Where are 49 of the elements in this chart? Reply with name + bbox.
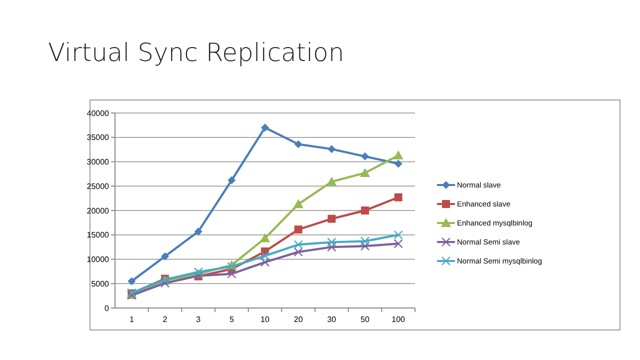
point (360, 241, 370, 251)
point (361, 206, 369, 214)
point (294, 240, 303, 250)
point (326, 176, 337, 186)
y-tick-label: 20000 (86, 206, 110, 216)
y-tick-label: 35000 (86, 133, 110, 142)
point (160, 278, 170, 288)
point (260, 251, 270, 260)
point (328, 214, 336, 223)
x-tick-label: 30 (327, 315, 337, 324)
x-tick-label: 100 (392, 315, 406, 324)
x-tick-label: 20 (294, 315, 304, 324)
point (393, 150, 404, 160)
y-tick-label: 15000 (86, 230, 110, 240)
x-tick-label: 3 (196, 315, 202, 324)
point (327, 242, 336, 252)
point (194, 227, 202, 236)
point (360, 236, 370, 246)
point (260, 233, 270, 242)
x-tick-label: 1 (129, 315, 134, 324)
point (361, 152, 369, 160)
point (294, 140, 302, 148)
point (261, 124, 269, 132)
point (294, 226, 302, 234)
point (227, 269, 236, 278)
y-tick-label: 0 (104, 304, 110, 313)
chart-title: Virtual Sync Replication (48, 38, 344, 67)
y-tick-label: 40000 (86, 108, 110, 118)
x-tick-label: 5 (229, 315, 234, 324)
point (260, 258, 270, 267)
x-tick-label: 50 (360, 315, 370, 324)
x-tick-label: 2 (162, 315, 168, 324)
point (360, 168, 370, 177)
point (161, 252, 169, 260)
point (294, 247, 303, 257)
point (128, 277, 136, 286)
y-tick-label: 30000 (86, 158, 110, 167)
point (328, 145, 336, 154)
point (228, 176, 236, 184)
y-tick-label: 5000 (91, 279, 110, 288)
y-tick-label: 10000 (86, 255, 110, 264)
point (394, 160, 402, 168)
point (327, 238, 336, 247)
y-tick-label: 25000 (86, 182, 110, 191)
point (394, 239, 403, 248)
point (394, 230, 403, 240)
x-tick-label: 10 (260, 315, 270, 324)
point (394, 193, 402, 202)
point (293, 199, 304, 208)
